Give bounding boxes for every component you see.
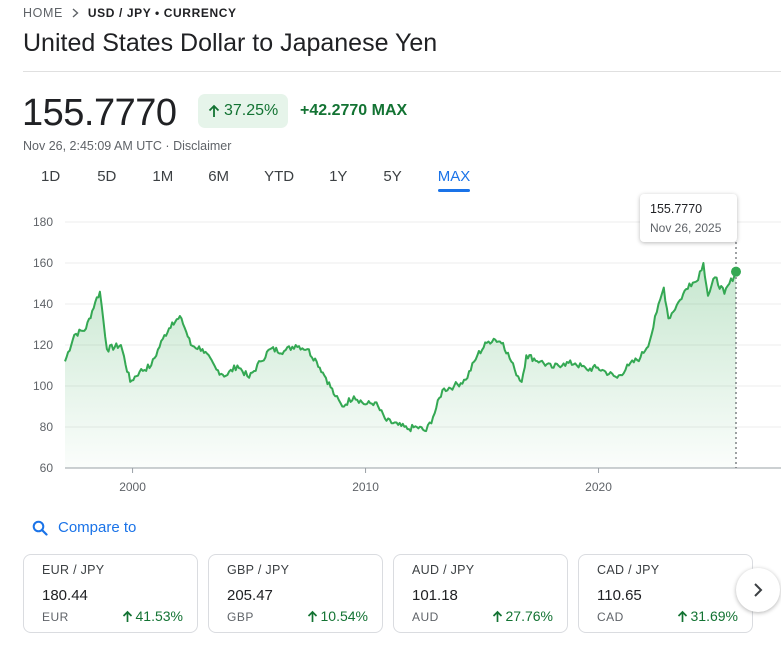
y-tick-label: 120 [33,338,53,352]
arrow-up-icon [677,610,687,622]
y-axis-labels: 60 80 100 120 140 160 180 [33,215,53,475]
arrow-up-icon [492,610,502,622]
price-chart[interactable]: 60 80 100 120 140 160 180 2000 2010 2020 [0,190,781,500]
tab-max[interactable]: MAX [437,168,470,192]
next-cards-button[interactable] [736,568,780,612]
arrow-up-icon [307,610,317,622]
card-change: 10.54% [307,608,368,624]
tab-5y[interactable]: 5Y [383,168,402,185]
card-value: 110.65 [597,587,642,604]
card-value: 101.18 [412,587,458,604]
compare-card-cad[interactable]: CAD / JPY 110.65 CAD 31.69% [578,554,753,633]
compare-card-aud[interactable]: AUD / JPY 101.18 AUD 27.76% [393,554,568,633]
card-code: EUR [42,610,69,624]
search-icon [32,520,48,536]
timestamp-text: Nov 26, 2:45:09 AM UTC · [23,139,174,153]
quote-timestamp: Nov 26, 2:45:09 AM UTC · Disclaimer [23,139,231,153]
y-tick-label: 180 [33,215,53,229]
card-code: AUD [412,610,439,624]
card-change: 41.53% [122,608,183,624]
card-code: CAD [597,610,624,624]
chart-tooltip: 155.7770 Nov 26, 2025 [640,194,737,242]
tab-ytd[interactable]: YTD [264,168,295,185]
title-divider [23,71,781,72]
card-value: 180.44 [42,587,88,604]
tooltip-value: 155.7770 [650,202,703,216]
x-tick-label: 2000 [119,480,146,494]
card-pair: AUD / JPY [412,563,475,577]
breadcrumb-current: USD / JPY • CURRENCY [87,6,237,20]
breadcrumb: HOME USD / JPY • CURRENCY [23,6,237,20]
disclaimer-link[interactable]: Disclaimer [173,139,232,153]
current-price: 155.7770 [22,92,177,134]
price-area-fill [65,263,736,468]
x-axis-labels: 2000 2010 2020 [119,480,612,494]
y-tick-label: 140 [33,297,53,311]
tooltip-date: Nov 26, 2025 [650,221,722,235]
card-change: 27.76% [492,608,553,624]
arrow-up-icon [122,610,132,622]
compare-cards: EUR / JPY 180.44 EUR 41.53% GBP / JPY 20… [23,554,753,633]
chevron-right-icon [754,583,763,597]
y-tick-label: 60 [40,461,54,475]
current-point-dot [731,266,741,277]
compare-card-eur[interactable]: EUR / JPY 180.44 EUR 41.53% [23,554,198,633]
absolute-change: +42.2770 MAX [300,102,408,119]
card-value: 205.47 [227,587,273,604]
card-pair: GBP / JPY [227,563,290,577]
breadcrumb-home-link[interactable]: HOME [23,6,63,20]
x-tick-label: 2020 [585,480,612,494]
tab-1y[interactable]: 1Y [329,168,348,185]
chevron-right-icon [71,8,80,18]
page-title: United States Dollar to Japanese Yen [23,29,438,57]
range-tabs: 1D 5D 1M 6M YTD 1Y 5Y MAX [23,168,470,192]
x-tick-label: 2010 [352,480,379,494]
compare-card-gbp[interactable]: GBP / JPY 205.47 GBP 10.54% [208,554,383,633]
price-line [64,262,737,433]
card-pair: CAD / JPY [597,563,660,577]
compare-to-label: Compare to [58,519,137,536]
percent-change-value: 37.25% [224,102,279,119]
card-code: GBP [227,610,254,624]
card-change: 31.69% [677,608,738,624]
y-tick-label: 80 [40,420,54,434]
percent-change-badge: 37.25% [198,94,289,128]
arrow-up-icon [208,104,220,117]
y-tick-label: 160 [33,256,53,270]
tab-6m[interactable]: 6M [208,168,230,185]
compare-to-button[interactable]: Compare to [32,519,136,536]
y-tick-label: 100 [33,379,53,393]
tab-1m[interactable]: 1M [152,168,174,185]
card-pair: EUR / JPY [42,563,105,577]
tab-1d[interactable]: 1D [41,168,61,185]
tab-5d[interactable]: 5D [97,168,117,185]
